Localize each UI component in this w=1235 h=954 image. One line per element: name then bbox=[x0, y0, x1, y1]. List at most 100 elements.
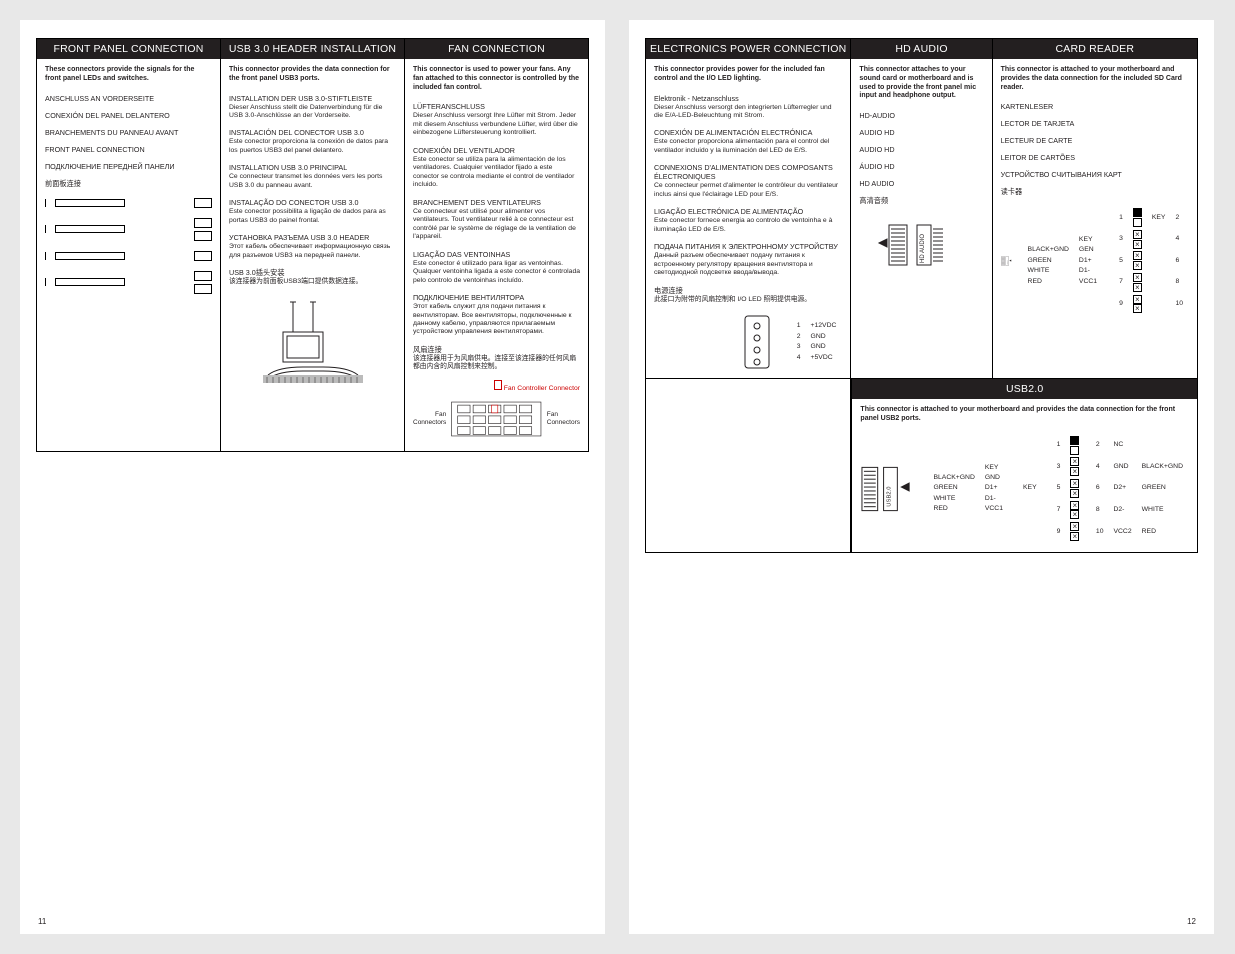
usb2-diagram: USB2.0 KEY BLACK+GNDGND GREEND1+ WHITED1… bbox=[860, 434, 1189, 544]
lang-item-text: Este conector é utilizado para ligar as … bbox=[413, 260, 580, 285]
fan-pcb-icon bbox=[450, 395, 543, 443]
section-lead: This connector is attached to your mothe… bbox=[1001, 66, 1189, 92]
lang-item: INSTALLATION USB 3.0 PRINCIPALCe connect… bbox=[229, 163, 396, 190]
manual-spread: FRONT PANEL CONNECTION These connectors … bbox=[20, 20, 1215, 934]
lang-item: ÁUDIO HD bbox=[859, 162, 983, 171]
epc-diagram: 1+12VDC 2GND 3GND 4+5VDC bbox=[654, 314, 842, 370]
lang-item: CONEXIÓN DE ALIMENTACIÓN ELECTRÓNICAEste… bbox=[654, 128, 842, 155]
lang-item: USB 3.0插头安装该连接器为前面板USB3端口提供数据连接。 bbox=[229, 268, 396, 286]
lang-item-heading: ÁUDIO HD bbox=[859, 162, 983, 171]
lang-item: 电源连接此接口为附带的风扇控制和 I/O LED 照明提供电源。 bbox=[654, 286, 842, 304]
lang-item-text: Ce connecteur permet d'alimenter le cont… bbox=[654, 182, 842, 199]
lang-item: LECTOR DE TARJETA bbox=[1001, 119, 1189, 128]
section-body: This connector provides the data connect… bbox=[221, 59, 404, 395]
lang-item-text: Ce connecteur transmet les données vers … bbox=[229, 173, 396, 190]
section-lead: This connector provides power for the in… bbox=[654, 66, 842, 84]
front-panel-diagram bbox=[45, 198, 212, 294]
lang-item: BRANCHEMENT DES VENTILATEURSCe connecteu… bbox=[413, 198, 580, 242]
svg-text:USB2.0: USB2.0 bbox=[887, 485, 893, 506]
section-card-reader: CARD READER This connector is attached t… bbox=[993, 38, 1198, 379]
lang-item-text: Este conector possibilita a ligação de d… bbox=[229, 208, 396, 225]
lang-list: LÜFTERANSCHLUSSDieser Anschluss versorgt… bbox=[413, 102, 580, 372]
lang-item-heading: CONNEXIONS D'ALIMENTATION DES COMPOSANTS… bbox=[654, 163, 842, 181]
lang-item-heading: AUDIO HD bbox=[859, 128, 983, 137]
lang-item-heading: LEITOR DE CARTÕES bbox=[1001, 153, 1189, 162]
lang-item-heading: HD-AUDIO bbox=[859, 111, 983, 120]
hd-audio-diagram: HD AUDIO bbox=[859, 215, 983, 275]
fan-right-label: Fan Connectors bbox=[547, 411, 580, 427]
left-columns: FRONT PANEL CONNECTION These connectors … bbox=[36, 38, 589, 452]
lang-item: AUDIO HD bbox=[859, 128, 983, 137]
lang-item-text: 该连接器为前面板USB3端口提供数据连接。 bbox=[229, 278, 396, 286]
section-body: This connector provides power for the in… bbox=[646, 59, 850, 378]
lang-item: 读卡器 bbox=[1001, 187, 1189, 196]
lang-item-heading: CONEXIÓN DEL PANEL DELANTERO bbox=[45, 111, 212, 120]
usb2-left-pins: KEY BLACK+GNDGND GREEND1+ WHITED1- REDVC… bbox=[927, 462, 1009, 516]
card-reader-diagram: USB2.0 KEY BLACK+GNDGEN GREEND1+ WHITED1… bbox=[1001, 206, 1189, 316]
lang-item: LIGAÇÃO DAS VENTOINHASEste conector é ut… bbox=[413, 250, 580, 285]
card-reader-right-pins: 1KEY2 34 56 78 910 bbox=[1113, 206, 1189, 316]
fan-controller-label: Fan Controller Connector bbox=[504, 385, 580, 392]
lang-item: INSTALLATION DER USB 3.0-STIFTLEISTEDies… bbox=[229, 94, 396, 121]
lang-item-heading: LECTEUR DE CARTE bbox=[1001, 136, 1189, 145]
section-front-panel: FRONT PANEL CONNECTION These connectors … bbox=[36, 38, 221, 452]
lang-item-heading: УСТРОЙСТВО СЧИТЫВАНИЯ КАРТ bbox=[1001, 170, 1189, 179]
lang-item: ПОДКЛЮЧЕНИЕ ВЕНТИЛЯТОРАЭтот кабель служи… bbox=[413, 293, 580, 337]
lang-list: INSTALLATION DER USB 3.0-STIFTLEISTEDies… bbox=[229, 94, 396, 287]
lang-item-text: 此接口为附带的风扇控制和 I/O LED 照明提供电源。 bbox=[654, 296, 842, 304]
lang-item: CONNEXIONS D'ALIMENTATION DES COMPOSANTS… bbox=[654, 163, 842, 199]
page-number: 11 bbox=[38, 917, 46, 926]
lang-item-heading: 风扇连接 bbox=[413, 345, 580, 354]
lang-item-heading: Elektronik - Netzanschluss bbox=[654, 94, 842, 103]
section-body: These connectors provide the signals for… bbox=[37, 59, 220, 312]
lang-item-heading: INSTALLATION DER USB 3.0-STIFTLEISTE bbox=[229, 94, 396, 103]
lang-item: INSTALAÇÃO DO CONECTOR USB 3.0Este conec… bbox=[229, 198, 396, 225]
section-lead: These connectors provide the signals for… bbox=[45, 66, 212, 84]
lang-item-heading: HD AUDIO bbox=[859, 179, 983, 188]
lang-item: AUDIO HD bbox=[859, 145, 983, 154]
lang-list: Elektronik - NetzanschlussDieser Anschlu… bbox=[654, 94, 842, 305]
right-top-row: ELECTRONICS POWER CONNECTION This connec… bbox=[645, 38, 1198, 379]
lang-item-heading: FRONT PANEL CONNECTION bbox=[45, 145, 212, 154]
lang-item: ПОДКЛЮЧЕНИЕ ПЕРЕДНЕЙ ПАНЕЛИ bbox=[45, 162, 212, 171]
fan-diagram: Fan Controller Connector Fan Connectors bbox=[413, 380, 580, 443]
lang-item-heading: 前面板连接 bbox=[45, 179, 212, 188]
section-title: FRONT PANEL CONNECTION bbox=[37, 39, 220, 59]
lang-item-text: Dieser Anschluss versorgt den integriert… bbox=[654, 104, 842, 121]
fan-left-label: Fan Connectors bbox=[413, 411, 446, 427]
lang-item-text: Dieser Anschluss versorgt Ihre Lüfter mi… bbox=[413, 112, 580, 137]
lang-item: 前面板连接 bbox=[45, 179, 212, 188]
epc-pin-table: 1+12VDC 2GND 3GND 4+5VDC bbox=[791, 320, 843, 364]
lang-item-heading: LIGAÇÃO DAS VENTOINHAS bbox=[413, 250, 580, 259]
usb3-diagram bbox=[229, 297, 396, 387]
lang-item-text: 该连接器用于为风扇供电。连接至该连接器的任何风扇都由内含的风扇控制来控制。 bbox=[413, 355, 580, 372]
usb2-key-label: KEY bbox=[1023, 484, 1037, 492]
section-body: This connector is attached to your mothe… bbox=[993, 59, 1197, 324]
card-reader-left-pins: KEY BLACK+GNDGEN GREEND1+ WHITED1- REDVC… bbox=[1022, 234, 1104, 288]
lang-item: LÜFTERANSCHLUSSDieser Anschluss versorgt… bbox=[413, 102, 580, 137]
lang-item-heading: CONEXIÓN DEL VENTILADOR bbox=[413, 146, 580, 155]
page-left: FRONT PANEL CONNECTION These connectors … bbox=[20, 20, 605, 934]
lang-item-text: Этот кабель обеспечивает информационную … bbox=[229, 243, 396, 260]
lang-item-heading: BRANCHEMENTS DU PANNEAU AVANT bbox=[45, 128, 212, 137]
lang-item: FRONT PANEL CONNECTION bbox=[45, 145, 212, 154]
lang-item-heading: CONEXIÓN DE ALIMENTACIÓN ELECTRÓNICA bbox=[654, 128, 842, 137]
usb2-right-pins: 12NC 34GNDBLACK+GND 56D2+GREEN 78D2-WHIT… bbox=[1051, 434, 1189, 544]
lang-item: LEITOR DE CARTÕES bbox=[1001, 153, 1189, 162]
page-number: 12 bbox=[1187, 917, 1196, 926]
lang-item-text: Este conector proporciona la conexión de… bbox=[229, 138, 396, 155]
lang-item-heading: ПОДАЧА ПИТАНИЯ К ЭЛЕКТРОННОМУ УСТРОЙСТВУ bbox=[654, 242, 842, 251]
lang-item-heading: 读卡器 bbox=[1001, 187, 1189, 196]
page-right: ELECTRONICS POWER CONNECTION This connec… bbox=[629, 20, 1214, 934]
lang-item-heading: 高清音频 bbox=[859, 196, 983, 205]
lang-item: LECTEUR DE CARTE bbox=[1001, 136, 1189, 145]
svg-text:USB2.0: USB2.0 bbox=[1006, 260, 1008, 264]
lang-item-text: Ce connecteur est utilisé pour alimenter… bbox=[413, 208, 580, 242]
lang-item-heading: 电源连接 bbox=[654, 286, 842, 295]
lang-item-heading: USB 3.0插头安装 bbox=[229, 268, 396, 277]
lang-item-heading: LIGAÇÃO ELECTRÓNICA DE ALIMENTAÇÃO bbox=[654, 207, 842, 216]
lang-item: ПОДАЧА ПИТАНИЯ К ЭЛЕКТРОННОМУ УСТРОЙСТВУ… bbox=[654, 242, 842, 277]
section-body: This connector attaches to your sound ca… bbox=[851, 59, 991, 283]
section-title: FAN CONNECTION bbox=[405, 39, 588, 59]
lang-item-heading: AUDIO HD bbox=[859, 145, 983, 154]
